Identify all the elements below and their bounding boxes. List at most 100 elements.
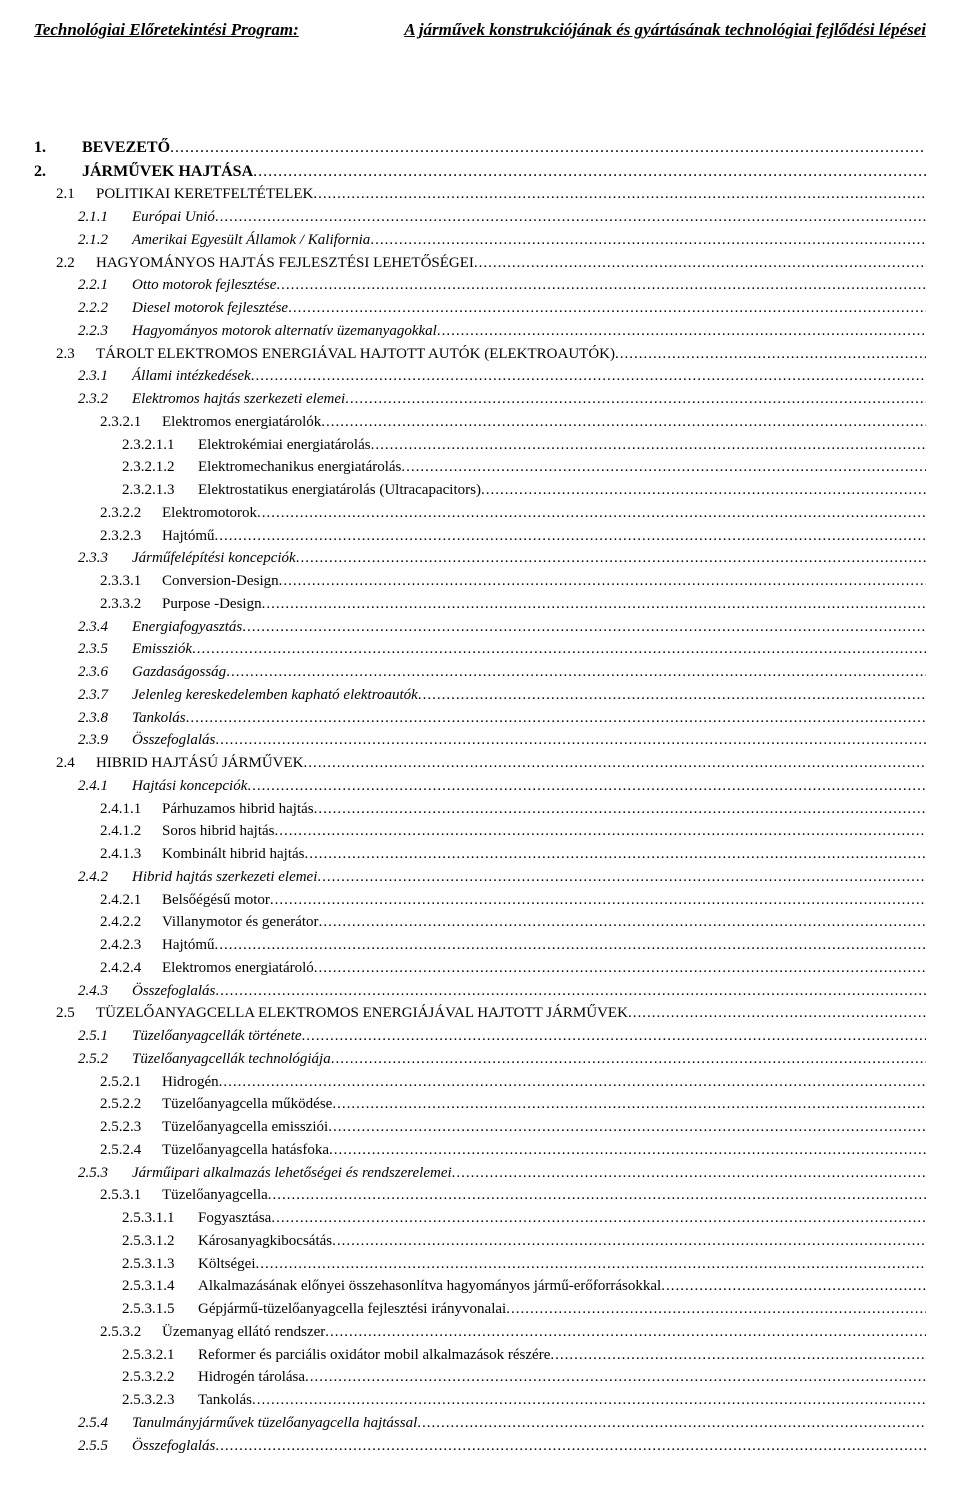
toc-title: Károsanyagkibocsátás	[194, 1231, 332, 1253]
toc-title: Villanymotor és generátor	[158, 912, 319, 934]
toc-leader-dots	[401, 457, 926, 479]
toc-leader-dots	[215, 981, 926, 1003]
toc-entry: 1.BEVEZETŐ	[34, 136, 926, 159]
toc-leader-dots	[215, 207, 926, 229]
toc-number: 2.5.3.2.1	[122, 1345, 194, 1367]
toc-leader-dots	[314, 958, 926, 980]
toc-title: Purpose -Design	[158, 594, 262, 616]
toc-title: POLITIKAI KERETFELTÉTELEK	[92, 184, 313, 206]
toc-entry: 2.3.5Emissziók	[34, 639, 926, 661]
toc-title: Soros hibrid hajtás	[158, 821, 275, 843]
toc-entry: 2.2HAGYOMÁNYOS HAJTÁS FEJLESZTÉSI LEHETŐ…	[34, 253, 926, 275]
toc-leader-dots	[319, 912, 926, 934]
toc-leader-dots	[215, 526, 927, 548]
toc-number: 2.3.6	[78, 662, 128, 684]
toc-entry: 2.1.1Európai Unió	[34, 207, 926, 229]
toc-entry: 2.3.3Járműfelépítési koncepciók	[34, 548, 926, 570]
toc-leader-dots	[186, 708, 926, 730]
toc-number: 2.3.2.1	[100, 412, 158, 434]
toc-title: Alkalmazásának előnyei összehasonlítva h…	[194, 1276, 661, 1298]
toc-number: 2.5.3.1.3	[122, 1254, 194, 1276]
toc-leader-dots	[302, 1026, 926, 1048]
toc-entry: 2.5.3.2.3Tankolás	[34, 1390, 926, 1412]
toc-leader-dots	[268, 1185, 926, 1207]
toc-entry: 2.3.8Tankolás	[34, 708, 926, 730]
toc-number: 2.3.9	[78, 730, 128, 752]
toc-number: 2.3.5	[78, 639, 128, 661]
toc-leader-dots	[288, 298, 926, 320]
toc-leader-dots	[257, 503, 926, 525]
toc-title: Összefoglalás	[128, 730, 215, 752]
toc-leader-dots	[481, 480, 926, 502]
toc-title: Hidrogén tárolása	[194, 1367, 305, 1389]
toc-entry: 2.5.2.1Hidrogén	[34, 1072, 926, 1094]
toc-entry: 2.3TÁROLT ELEKTROMOS ENERGIÁVAL HAJTOTT …	[34, 344, 926, 366]
toc-entry: 2.1POLITIKAI KERETFELTÉTELEK	[34, 184, 926, 206]
toc-leader-dots	[321, 412, 926, 434]
toc-title: Hibrid hajtás szerkezeti elemei	[128, 867, 317, 889]
toc-title: TÁROLT ELEKTROMOS ENERGIÁVAL HAJTOTT AUT…	[92, 344, 615, 366]
toc-leader-dots	[215, 1436, 926, 1458]
toc-leader-dots	[251, 366, 926, 388]
toc-leader-dots	[332, 1094, 926, 1116]
toc-entry: 2.5.3.1Tüzelőanyagcella	[34, 1185, 926, 1207]
toc-title: Elektromotorok	[158, 503, 257, 525]
toc-number: 2.5.5	[78, 1436, 128, 1458]
toc-number: 2.3.3.2	[100, 594, 158, 616]
toc-entry: 2.5.3.2Üzemanyag ellátó rendszer	[34, 1322, 926, 1344]
toc-title: Költségei	[194, 1254, 256, 1276]
toc-title: Elektromos energiatárolók	[158, 412, 321, 434]
toc-leader-dots	[304, 753, 926, 775]
toc-number: 2.4.2.2	[100, 912, 158, 934]
toc-leader-dots	[247, 776, 926, 798]
toc-leader-dots	[252, 1390, 926, 1412]
toc-number: 2.5.4	[78, 1413, 128, 1435]
toc-leader-dots	[296, 548, 926, 570]
page-header: Technológiai Előretekintési Program: A j…	[34, 20, 926, 40]
toc-title: Hajtómű	[158, 526, 215, 548]
toc-title: Üzemanyag ellátó rendszer	[158, 1322, 325, 1344]
table-of-contents: 1.BEVEZETŐ2.JÁRMŰVEK HAJTÁSA2.1POLITIKAI…	[34, 136, 926, 1457]
toc-leader-dots	[628, 1003, 926, 1025]
toc-title: Reformer és parciális oxidátor mobil alk…	[194, 1345, 550, 1367]
toc-entry: 2.4.1.2Soros hibrid hajtás	[34, 821, 926, 843]
toc-leader-dots	[256, 1254, 927, 1276]
toc-number: 2.4.1	[78, 776, 128, 798]
toc-leader-dots	[271, 1208, 926, 1230]
toc-entry: 2.2.1Otto motorok fejlesztése	[34, 275, 926, 297]
toc-title: Otto motorok fejlesztése	[128, 275, 276, 297]
toc-number: 2.1.1	[78, 207, 128, 229]
toc-number: 2.3	[56, 344, 92, 366]
toc-leader-dots	[305, 1367, 926, 1389]
toc-entry: 2.5.3.1.2Károsanyagkibocsátás	[34, 1231, 926, 1253]
toc-entry: 2.4.1.3Kombinált hibrid hajtás	[34, 844, 926, 866]
toc-entry: 2.5.2.4Tüzelőanyagcella hatásfoka	[34, 1140, 926, 1162]
toc-leader-dots	[253, 160, 926, 183]
toc-entry: 2.4.2.1Belsőégésű motor	[34, 890, 926, 912]
toc-number: 2.5.3.1.5	[122, 1299, 194, 1321]
toc-leader-dots	[329, 1140, 926, 1162]
toc-number: 2.2.2	[78, 298, 128, 320]
toc-title: HAGYOMÁNYOS HAJTÁS FEJLESZTÉSI LEHETŐSÉG…	[92, 253, 474, 275]
toc-leader-dots	[418, 685, 926, 707]
toc-title: Járműipari alkalmazás lehetőségei és ren…	[128, 1163, 452, 1185]
toc-number: 2.4.2.4	[100, 958, 158, 980]
toc-number: 2.2	[56, 253, 92, 275]
toc-title: Tüzelőanyagcellák története	[128, 1026, 302, 1048]
toc-title: HIBRID HAJTÁSÚ JÁRMŰVEK	[92, 753, 304, 775]
toc-title: Európai Unió	[128, 207, 215, 229]
toc-entry: 2.5.3.2.2Hidrogén tárolása	[34, 1367, 926, 1389]
toc-entry: 2.3.2Elektromos hajtás szerkezeti elemei	[34, 389, 926, 411]
toc-entry: 2.3.2.1.1Elektrokémiai energiatárolás	[34, 435, 926, 457]
header-right: A járművek konstrukciójának és gyártásán…	[404, 20, 926, 40]
toc-number: 2.5.3.1.2	[122, 1231, 194, 1253]
toc-title: Hajtási koncepciók	[128, 776, 247, 798]
toc-title: JÁRMŰVEK HAJTÁSA	[78, 160, 253, 183]
toc-leader-dots	[325, 1322, 926, 1344]
toc-entry: 2.3.3.2Purpose -Design	[34, 594, 926, 616]
toc-number: 2.5.3.2.3	[122, 1390, 194, 1412]
toc-entry: 2.3.2.3Hajtómű	[34, 526, 926, 548]
toc-title: Belsőégésű motor	[158, 890, 270, 912]
toc-title: Jelenleg kereskedelemben kapható elektro…	[128, 685, 418, 707]
toc-title: Tankolás	[194, 1390, 252, 1412]
